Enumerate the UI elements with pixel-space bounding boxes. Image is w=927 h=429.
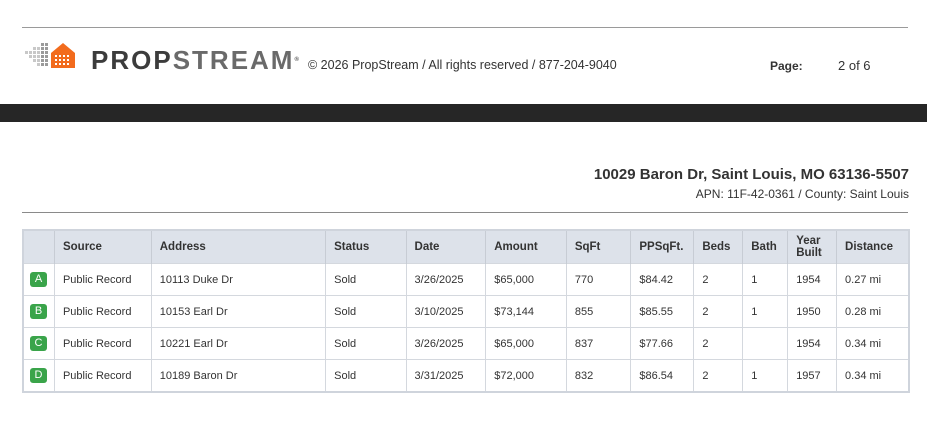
cell-address: 10221 Earl Dr — [150, 327, 326, 360]
col-beds: Beds — [693, 230, 743, 264]
cell-source: Public Record — [53, 359, 152, 392]
page-number: 2 of 6 — [838, 58, 871, 73]
cell-date: 3/26/2025 — [405, 263, 486, 296]
table-row: A Public Record 10113 Duke Dr Sold 3/26/… — [23, 263, 909, 296]
col-date: Date — [405, 230, 486, 264]
col-sqft: SqFt — [565, 230, 631, 264]
row-marker: B — [23, 295, 55, 328]
comparables-table: Source Address Status Date Amount SqFt P… — [22, 229, 910, 393]
col-year-built-line1: Year — [796, 235, 821, 247]
col-address: Address — [150, 230, 326, 264]
table-row: C Public Record 10221 Earl Dr Sold 3/26/… — [23, 327, 909, 360]
comp-badge: A — [30, 272, 47, 287]
header-top-rule — [22, 27, 908, 28]
col-year-built-line2: Built — [796, 247, 822, 259]
cell-status: Sold — [325, 295, 407, 328]
comp-badge: B — [30, 304, 47, 319]
row-marker: D — [23, 359, 55, 392]
cell-source: Public Record — [53, 295, 152, 328]
cell-year-built: 1954 — [787, 327, 837, 360]
cell-status: Sold — [325, 359, 407, 392]
col-amount: Amount — [485, 230, 567, 264]
cell-amount: $72,000 — [485, 359, 567, 392]
comp-badge: C — [30, 336, 47, 351]
property-apn-county: APN: 11F-42-0361 / County: Saint Louis — [695, 187, 909, 201]
comp-badge: D — [30, 368, 47, 383]
propstream-logo: PROPSTREAM® — [25, 41, 299, 75]
logo-house-icon — [25, 43, 75, 68]
cell-ppsqft: $86.54 — [630, 359, 694, 392]
cell-amount: $73,144 — [485, 295, 567, 328]
col-distance: Distance — [836, 230, 909, 264]
col-year-built: Year Built — [787, 230, 837, 264]
cell-distance: 0.27 mi — [836, 263, 909, 296]
cell-bath: 1 — [742, 295, 788, 328]
logo-registered-mark: ® — [294, 57, 299, 63]
cell-bath — [742, 327, 788, 360]
cell-sqft: 855 — [565, 295, 631, 328]
section-rule — [22, 212, 908, 213]
cell-date: 3/31/2025 — [405, 359, 486, 392]
copyright-text: © 2026 PropStream / All rights reserved … — [308, 58, 617, 72]
col-source: Source — [53, 230, 152, 264]
cell-address: 10189 Baron Dr — [150, 359, 326, 392]
row-marker: A — [23, 263, 55, 296]
cell-sqft: 837 — [565, 327, 631, 360]
col-ppsqft: PPSqFt. — [630, 230, 694, 264]
cell-amount: $65,000 — [485, 263, 567, 296]
cell-beds: 2 — [693, 327, 743, 360]
cell-status: Sold — [325, 327, 407, 360]
logo-wordmark-stream: STREAM — [172, 45, 295, 75]
cell-source: Public Record — [53, 263, 152, 296]
cell-sqft: 770 — [565, 263, 631, 296]
cell-ppsqft: $77.66 — [630, 327, 694, 360]
cell-year-built: 1957 — [787, 359, 837, 392]
cell-address: 10153 Earl Dr — [150, 295, 326, 328]
cell-bath: 1 — [742, 359, 788, 392]
cell-year-built: 1950 — [787, 295, 837, 328]
cell-sqft: 832 — [565, 359, 631, 392]
col-bath: Bath — [742, 230, 788, 264]
cell-distance: 0.28 mi — [836, 295, 909, 328]
col-status: Status — [325, 230, 407, 264]
cell-ppsqft: $84.42 — [630, 263, 694, 296]
header-divider-bar — [0, 104, 927, 122]
logo-wordmark: PROPSTREAM® — [91, 41, 299, 79]
page-label: Page: — [770, 59, 803, 73]
cell-beds: 2 — [693, 263, 743, 296]
logo-wordmark-prop: PROP — [91, 45, 173, 75]
cell-distance: 0.34 mi — [836, 359, 909, 392]
cell-distance: 0.34 mi — [836, 327, 909, 360]
cell-beds: 2 — [693, 359, 743, 392]
cell-beds: 2 — [693, 295, 743, 328]
cell-date: 3/26/2025 — [405, 327, 486, 360]
col-marker — [23, 230, 55, 264]
cell-year-built: 1954 — [787, 263, 837, 296]
cell-bath: 1 — [742, 263, 788, 296]
table-row: D Public Record 10189 Baron Dr Sold 3/31… — [23, 359, 909, 392]
table-row: B Public Record 10153 Earl Dr Sold 3/10/… — [23, 295, 909, 328]
property-address: 10029 Baron Dr, Saint Louis, MO 63136-55… — [593, 166, 909, 183]
cell-address: 10113 Duke Dr — [150, 263, 326, 296]
cell-amount: $65,000 — [485, 327, 567, 360]
table-header-row: Source Address Status Date Amount SqFt P… — [23, 230, 909, 264]
row-marker: C — [23, 327, 55, 360]
cell-date: 3/10/2025 — [405, 295, 486, 328]
cell-source: Public Record — [53, 327, 152, 360]
cell-status: Sold — [325, 263, 407, 296]
cell-ppsqft: $85.55 — [630, 295, 694, 328]
